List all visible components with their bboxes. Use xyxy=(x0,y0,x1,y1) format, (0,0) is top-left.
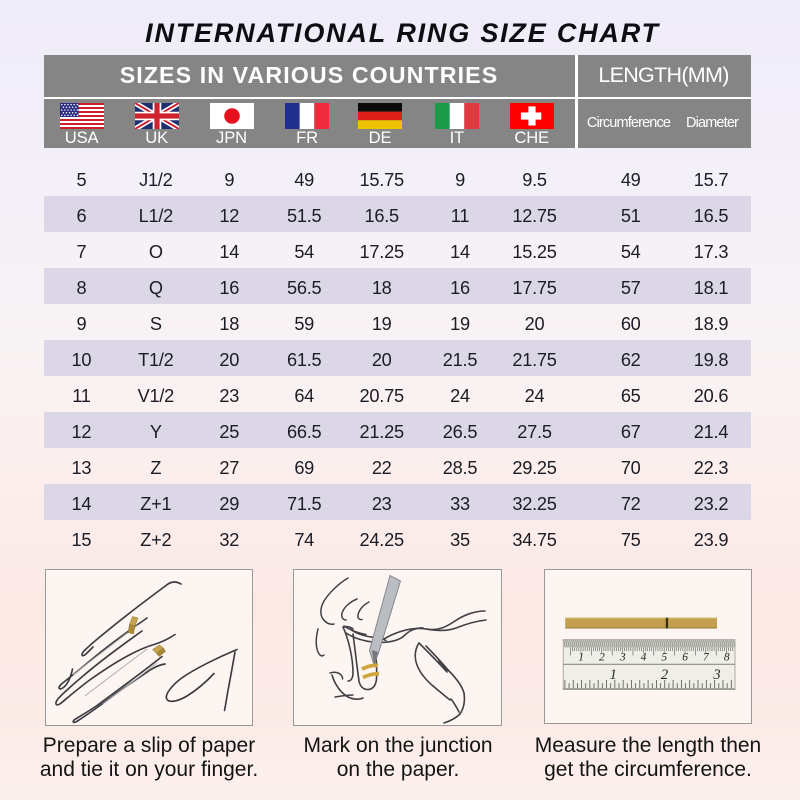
svg-text:7: 7 xyxy=(703,652,710,664)
svg-text:5: 5 xyxy=(661,652,667,664)
svg-text:4: 4 xyxy=(640,652,646,664)
svg-text:8: 8 xyxy=(723,652,729,664)
svg-text:2: 2 xyxy=(660,667,667,683)
svg-text:1: 1 xyxy=(578,652,584,664)
svg-text:3: 3 xyxy=(712,667,720,683)
svg-text:6: 6 xyxy=(682,652,688,664)
svg-text:2: 2 xyxy=(599,652,605,664)
svg-text:1: 1 xyxy=(609,667,616,683)
svg-text:3: 3 xyxy=(618,652,625,664)
